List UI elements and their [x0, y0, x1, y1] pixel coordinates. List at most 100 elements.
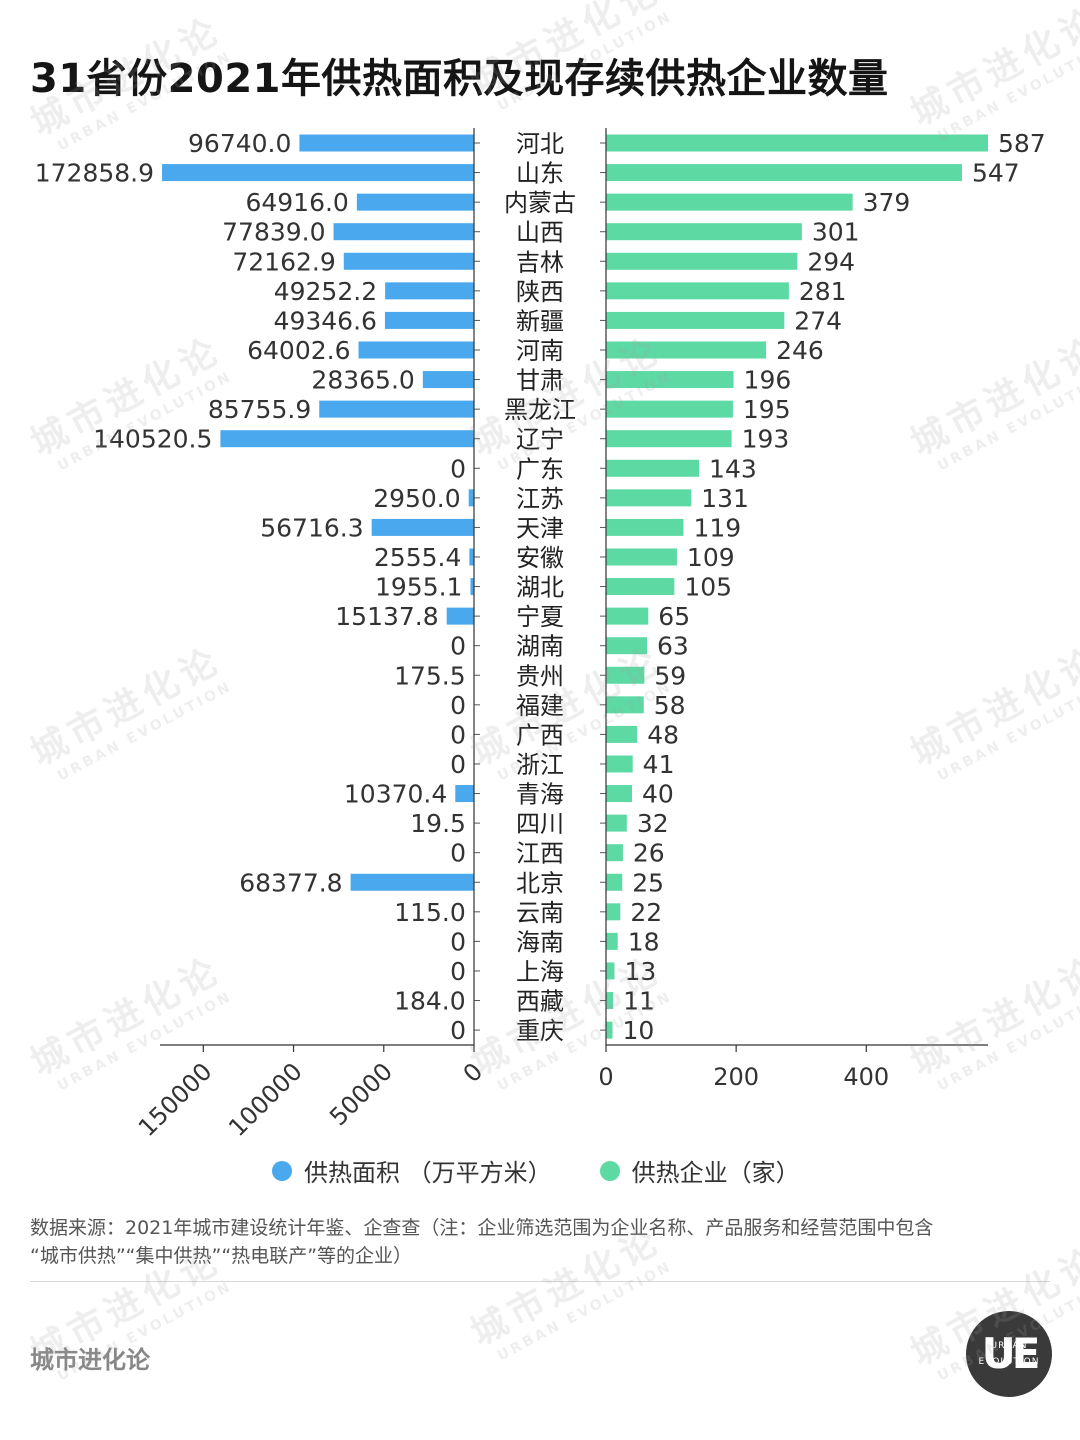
left-x-tick-label-0: 150000	[133, 1057, 218, 1142]
watermark-en: URBAN EVOLUTION	[495, 1258, 676, 1365]
area-bar-14	[469, 548, 474, 566]
company-bar-26	[606, 903, 621, 921]
legend-label-companies: 供热企业（家）	[631, 1159, 800, 1187]
company-value-label-6: 274	[794, 306, 842, 335]
butterfly-bar-chart: 96740.0 587 河北 172858.9 547 山东 64916.0 379 内蒙古 77…	[35, 128, 1046, 1142]
legend-swatch-area	[272, 1160, 292, 1181]
category-label-9: 黑龙江	[504, 396, 576, 424]
company-value-label-28: 13	[624, 957, 656, 986]
company-value-label-1: 547	[972, 159, 1020, 188]
company-value-label-26: 22	[630, 898, 662, 927]
company-value-label-14: 109	[687, 543, 735, 572]
company-bar-20	[606, 725, 638, 743]
area-bar-22	[455, 785, 474, 803]
area-value-label-28: 0	[450, 957, 466, 986]
category-label-10: 辽宁	[516, 426, 564, 454]
company-bar-19	[606, 696, 644, 714]
area-bar-16	[446, 607, 474, 625]
company-bar-21	[606, 755, 633, 773]
company-value-label-20: 48	[647, 720, 679, 749]
area-bar-6	[384, 311, 474, 329]
category-label-11: 广东	[516, 455, 564, 483]
area-value-label-21: 0	[450, 750, 466, 779]
footer-divider	[30, 1281, 1050, 1282]
company-bar-18	[606, 666, 645, 684]
company-bar-5	[606, 282, 789, 300]
category-label-24: 江西	[516, 840, 564, 868]
company-value-label-7: 246	[776, 336, 824, 365]
company-value-label-3: 301	[812, 218, 860, 247]
area-bar-2	[356, 193, 474, 211]
category-label-20: 广西	[516, 721, 564, 749]
area-value-label-8: 28365.0	[311, 366, 414, 395]
area-bar-12	[468, 489, 474, 507]
area-value-label-12: 2950.0	[373, 484, 460, 513]
logo-sub-top: URBAN	[990, 1341, 1028, 1351]
area-value-label-22: 10370.4	[344, 780, 447, 809]
category-label-1: 山东	[516, 160, 564, 188]
company-value-label-4: 294	[807, 247, 855, 276]
area-value-label-10: 140520.5	[93, 425, 212, 454]
data-source-note: 数据来源：2021年城市建设统计年鉴、企查查（注：企业筛选范围为企业名称、产品服…	[30, 1214, 1055, 1270]
company-bar-9	[606, 400, 733, 418]
company-value-label-2: 379	[863, 188, 911, 217]
category-label-19: 福建	[516, 692, 564, 720]
category-label-23: 四川	[516, 810, 564, 838]
area-bar-4	[343, 252, 474, 270]
area-bar-3	[333, 223, 474, 241]
company-bar-25	[606, 873, 623, 891]
area-value-label-5: 49252.2	[274, 277, 377, 306]
area-value-label-26: 115.0	[394, 898, 466, 927]
area-value-label-0: 96740.0	[188, 129, 291, 158]
left-x-tick-label-3: 0	[458, 1057, 489, 1088]
source-line-1: 数据来源：2021年城市建设统计年鉴、企查查（注：企业筛选范围为企业名称、产品服…	[30, 1217, 934, 1239]
company-value-label-11: 143	[709, 454, 757, 483]
category-label-17: 湖南	[516, 633, 564, 661]
area-bar-25	[350, 873, 474, 891]
category-label-14: 安徽	[516, 544, 564, 572]
company-bar-17	[606, 637, 647, 655]
legend-label-area: 供热面积 （万平方米）	[304, 1159, 552, 1187]
company-value-label-21: 41	[643, 750, 675, 779]
company-value-label-22: 40	[642, 780, 674, 809]
company-value-label-15: 105	[684, 573, 732, 602]
legend: 供热面积 （万平方米） 供热企业（家）	[272, 1153, 848, 1188]
company-bar-27	[606, 932, 618, 950]
category-label-7: 河南	[516, 337, 564, 365]
area-value-label-13: 56716.3	[260, 513, 363, 542]
legend-swatch-companies	[599, 1160, 620, 1181]
legend-item-companies[interactable]: 供热企业（家）	[599, 1153, 800, 1188]
area-value-label-2: 64916.0	[245, 188, 348, 217]
company-value-label-17: 63	[657, 632, 689, 661]
left-x-tick-label-1: 100000	[223, 1057, 308, 1142]
category-label-15: 湖北	[516, 574, 564, 602]
area-value-label-7: 64002.6	[247, 336, 350, 365]
area-bar-8	[422, 371, 474, 389]
source-line-2: “城市供热”“集中供热”“热电联产”等的企业）	[30, 1245, 413, 1267]
area-value-label-1: 172858.9	[35, 159, 154, 188]
company-bar-13	[606, 518, 684, 536]
area-value-label-19: 0	[450, 691, 466, 720]
company-value-label-12: 131	[701, 484, 749, 513]
category-label-12: 江苏	[516, 485, 564, 513]
area-bar-5	[385, 282, 474, 300]
logo-sub-bottom: EVOLUTION	[978, 1357, 1040, 1367]
area-bar-1	[162, 164, 475, 182]
brand-name: 城市进化论	[30, 1346, 150, 1374]
company-bar-1	[606, 164, 962, 182]
company-bar-30	[606, 1021, 613, 1039]
company-bar-16	[606, 607, 649, 625]
company-bar-3	[606, 223, 802, 241]
area-value-label-27: 0	[450, 927, 466, 956]
area-bar-13	[371, 518, 474, 536]
category-label-27: 海南	[516, 928, 564, 956]
area-value-label-24: 0	[450, 839, 466, 868]
company-value-label-13: 119	[693, 513, 741, 542]
logo-mark: UE	[981, 1329, 1041, 1378]
company-value-label-5: 281	[799, 277, 847, 306]
legend-item-area[interactable]: 供热面积 （万平方米）	[272, 1153, 552, 1188]
area-value-label-20: 0	[450, 720, 466, 749]
area-value-label-18: 175.5	[394, 661, 466, 690]
area-bar-15	[470, 578, 474, 596]
company-bar-23	[606, 814, 627, 832]
